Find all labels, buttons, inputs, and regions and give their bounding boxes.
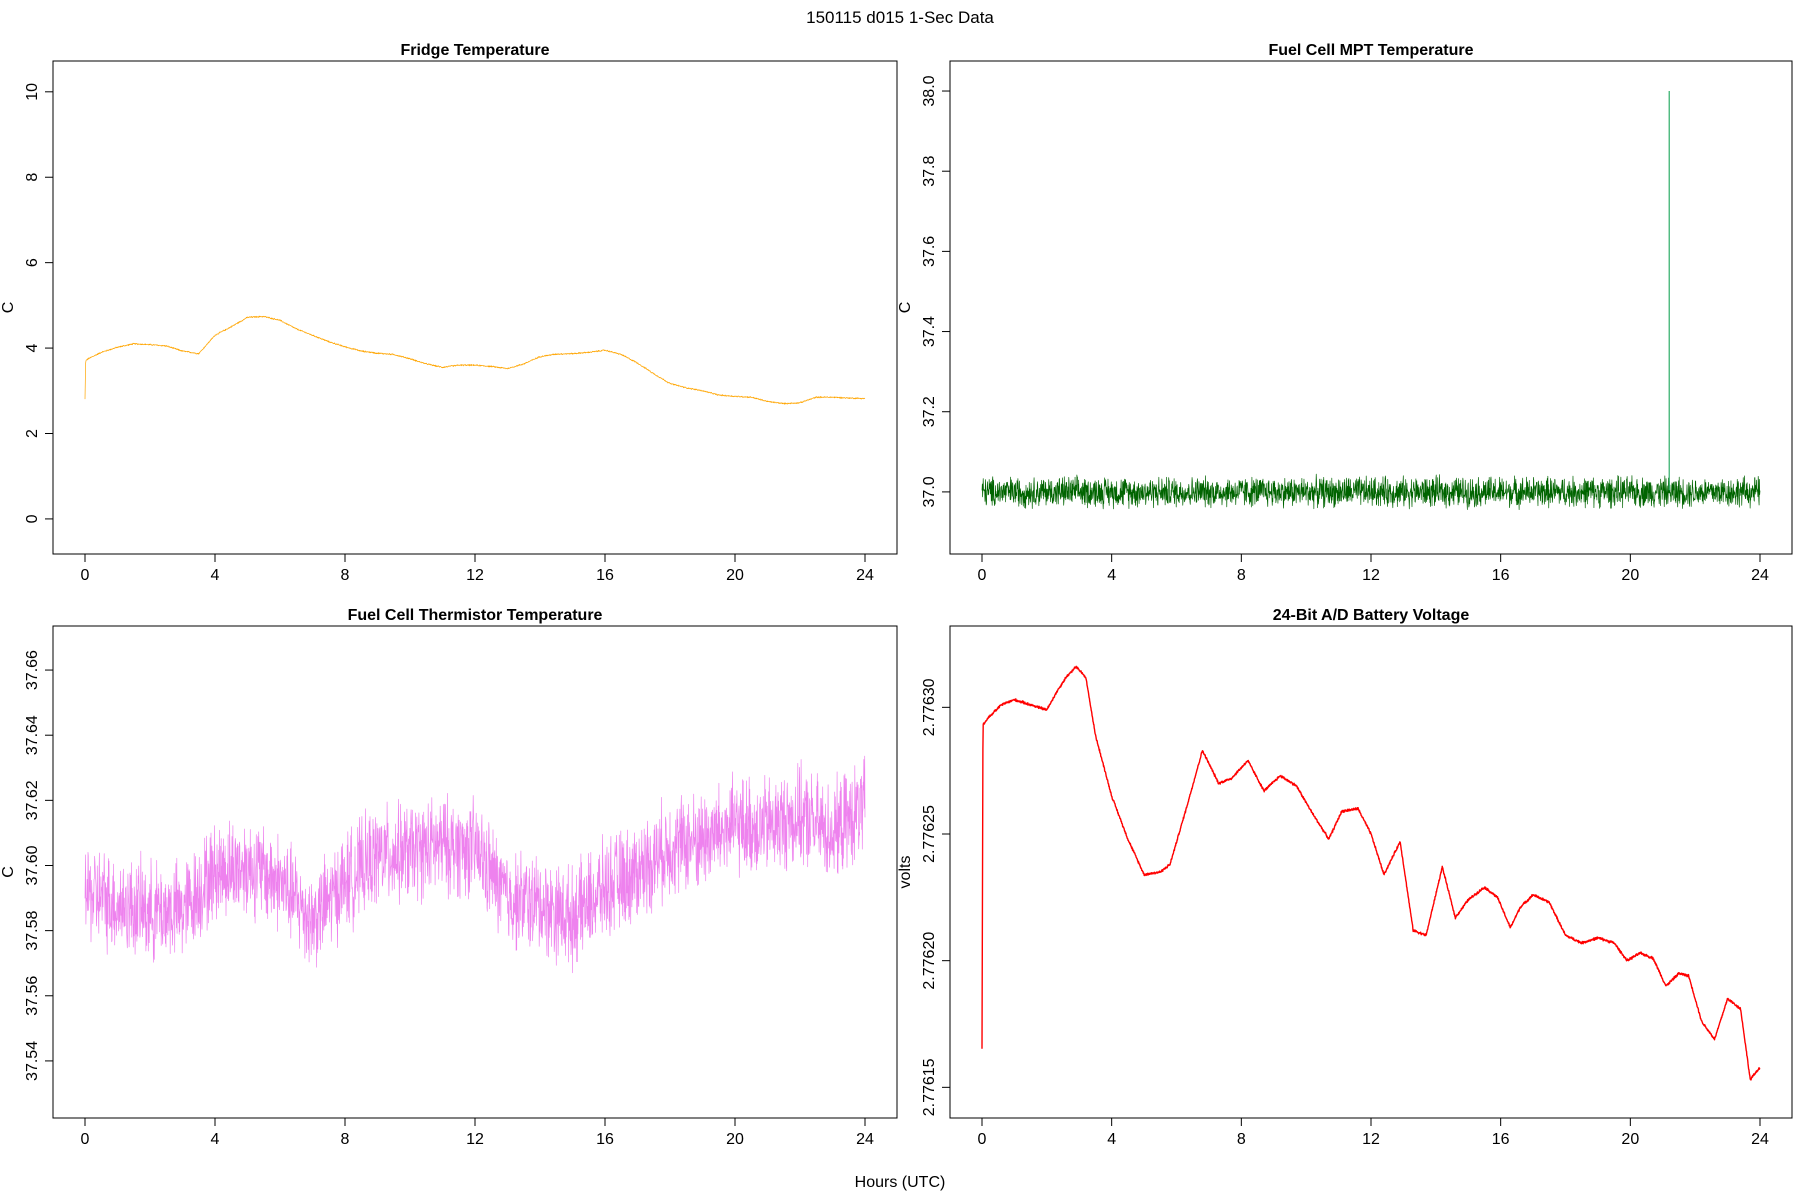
- x-tick-label: 4: [1107, 567, 1116, 584]
- x-tick-label: 24: [856, 1131, 874, 1148]
- y-tick-label: 37.0: [921, 476, 938, 507]
- plot-frame: [949, 625, 1793, 1119]
- x-tick-label: 16: [1492, 567, 1510, 584]
- x-tick-label: 8: [341, 567, 350, 584]
- x-tick-label: 0: [81, 567, 90, 584]
- series-line-1: [981, 473, 1761, 510]
- x-tick-label: 16: [1492, 1131, 1510, 1148]
- x-tick-label: 0: [81, 1131, 90, 1148]
- y-tick-label: 37.8: [921, 156, 938, 187]
- y-tick-label: 37.54: [24, 1041, 41, 1081]
- x-tick-label: 4: [211, 1131, 220, 1148]
- y-tick-label: 2.77625: [921, 805, 938, 863]
- panel-title: Fuel Cell MPT Temperature: [1268, 42, 1473, 59]
- figure-xlabel: Hours (UTC): [855, 1174, 946, 1191]
- x-tick-label: 12: [466, 1131, 484, 1148]
- y-tick-label: 2.77630: [921, 678, 938, 736]
- series-line-1: [981, 665, 1761, 1081]
- y-axis-label: C: [0, 302, 17, 314]
- x-tick-label: 0: [978, 1131, 987, 1148]
- x-tick-label: 4: [1107, 1131, 1116, 1148]
- panel-4: 24-Bit A/D Battery Voltage volts 0 4 8 12 16 20…: [897, 607, 1793, 1148]
- plot-frame: [52, 60, 898, 555]
- panel-title: Fridge Temperature: [400, 42, 549, 59]
- y-axis-label: volts: [897, 856, 914, 889]
- y-tick-label: 37.4: [921, 316, 938, 347]
- y-tick-label: 37.56: [24, 976, 41, 1016]
- y-tick-label: 37.58: [24, 911, 41, 951]
- y-tick-label: 37.60: [24, 845, 41, 885]
- y-tick-label: 10: [24, 83, 41, 101]
- panel-2: Fuel Cell MPT Temperature C 0 4 8 12 16 20 24 37.…: [897, 42, 1793, 584]
- x-tick-label: 24: [1751, 1131, 1769, 1148]
- x-tick-label: 12: [1362, 1131, 1380, 1148]
- y-tick-label: 6: [24, 258, 41, 267]
- series-line-1: [84, 315, 866, 405]
- y-axis-label: C: [897, 302, 914, 314]
- y-tick-label: 38.0: [921, 75, 938, 106]
- y-tick-label: 2.77615: [921, 1058, 938, 1116]
- x-tick-label: 8: [1237, 567, 1246, 584]
- x-tick-label: 24: [1751, 567, 1769, 584]
- y-tick-label: 37.66: [24, 650, 41, 690]
- series-line-1: [84, 755, 866, 974]
- panel-3: Fuel Cell Thermistor Temperature C 0 4 8 12 16…: [0, 607, 898, 1148]
- y-tick-label: 37.64: [24, 715, 41, 755]
- y-tick-label: 37.2: [921, 396, 938, 427]
- x-tick-label: 20: [726, 1131, 744, 1148]
- x-tick-label: 20: [726, 567, 744, 584]
- x-tick-label: 16: [596, 1131, 614, 1148]
- figure-title: 150115 d015 1-Sec Data: [806, 8, 994, 27]
- y-tick-label: 8: [24, 173, 41, 182]
- y-tick-label: 4: [24, 344, 41, 353]
- x-tick-label: 16: [596, 567, 614, 584]
- y-axis-label: C: [0, 866, 17, 878]
- x-tick-label: 24: [856, 567, 874, 584]
- y-tick-label: 0: [24, 514, 41, 523]
- panel-title: 24-Bit A/D Battery Voltage: [1273, 607, 1470, 624]
- x-tick-label: 8: [341, 1131, 350, 1148]
- x-tick-label: 12: [1362, 567, 1380, 584]
- x-tick-label: 12: [466, 567, 484, 584]
- y-tick-label: 2.77620: [921, 932, 938, 990]
- y-tick-label: 37.62: [24, 780, 41, 820]
- x-tick-label: 4: [211, 567, 220, 584]
- x-tick-label: 0: [978, 567, 987, 584]
- x-tick-label: 20: [1621, 567, 1639, 584]
- x-tick-label: 8: [1237, 1131, 1246, 1148]
- y-tick-label: 2: [24, 429, 41, 438]
- y-tick-label: 37.6: [921, 236, 938, 267]
- panel-title: Fuel Cell Thermistor Temperature: [348, 607, 603, 624]
- x-tick-label: 20: [1621, 1131, 1639, 1148]
